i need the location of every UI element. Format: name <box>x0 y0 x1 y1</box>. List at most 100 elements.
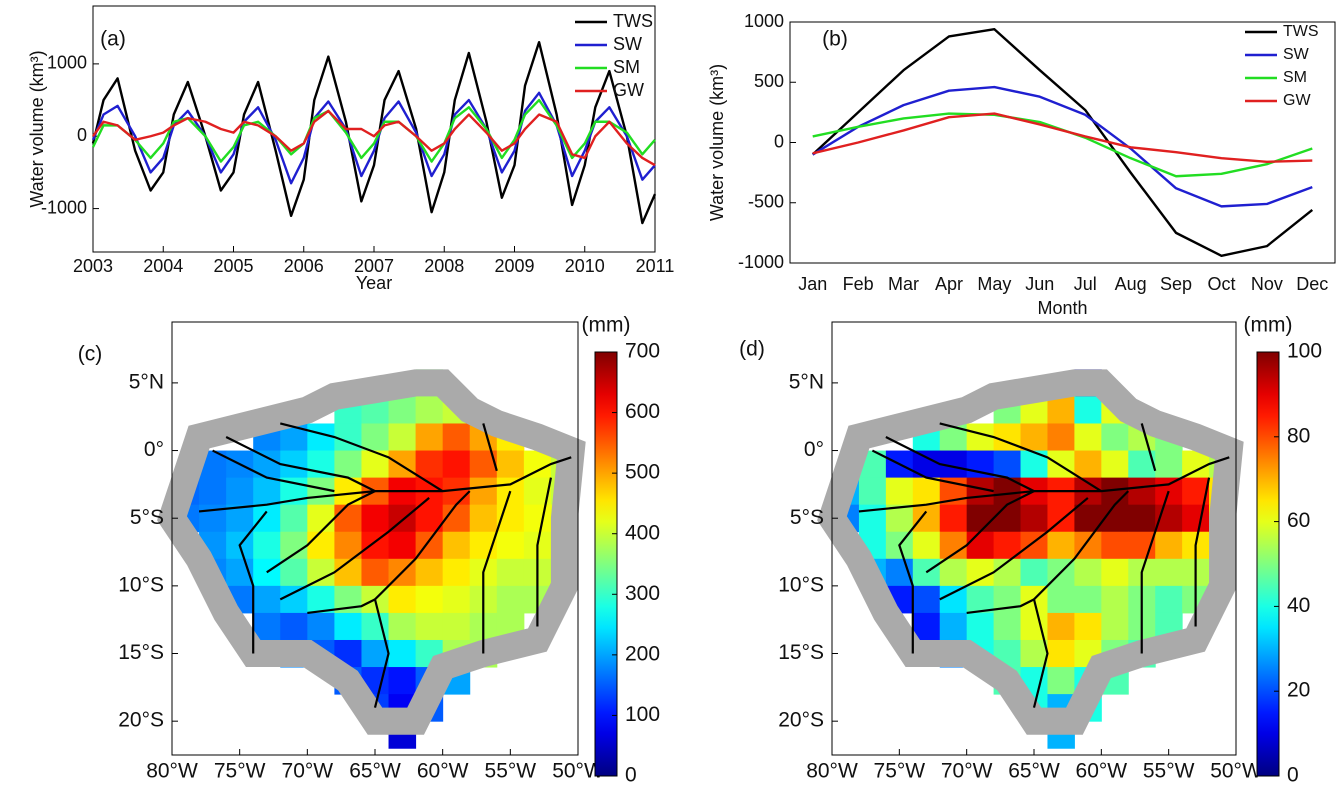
panel-label: (b) <box>822 28 848 51</box>
map-cell <box>307 504 335 533</box>
x-axis-label: Month <box>1037 298 1087 318</box>
map-cell <box>280 612 308 641</box>
x-tick-label: 75°W <box>874 760 926 783</box>
series-line <box>91 91 656 185</box>
x-tick-label: 2006 <box>284 256 324 276</box>
x-tick-label: 80°W <box>146 760 198 783</box>
map-cell <box>1047 396 1075 424</box>
map-cell <box>415 450 444 479</box>
colorbar-tick-label: 600 <box>625 400 660 423</box>
series-line <box>812 112 1313 178</box>
x-tick-label: 2004 <box>143 256 183 276</box>
map-cell <box>361 531 390 560</box>
map-cell <box>361 504 390 533</box>
y-tick-label: -1000 <box>738 252 784 272</box>
map-cell <box>1047 667 1075 695</box>
map-cell <box>966 531 995 560</box>
map-cell <box>469 477 498 506</box>
colorbar-tick-label: 40 <box>1287 594 1310 617</box>
map-cell <box>388 612 417 641</box>
map-cell <box>858 477 887 506</box>
map-cell <box>442 450 471 479</box>
map-cell <box>415 558 444 587</box>
map-cell <box>415 531 444 560</box>
map-cell <box>469 504 498 533</box>
x-tick-label: 50°W <box>1210 760 1262 783</box>
map-cell <box>1182 504 1210 533</box>
legend-label: TWS <box>613 11 653 31</box>
map-cell <box>253 477 281 506</box>
map-cell <box>1020 531 1048 560</box>
y-tick-label: -1000 <box>41 197 87 217</box>
x-tick-label: 65°W <box>1008 760 1060 783</box>
map-cell <box>1128 504 1156 533</box>
x-tick-label: 65°W <box>349 760 401 783</box>
colorbar-tick-label: 300 <box>625 582 660 605</box>
y-tick-label: 5°S <box>130 506 164 529</box>
x-tick-label: 2007 <box>354 256 394 276</box>
colorbar-tick-label: 400 <box>625 521 660 544</box>
map-cell <box>361 423 390 452</box>
map-cell <box>388 396 417 424</box>
map-cell <box>912 585 941 614</box>
x-tick-label: May <box>977 274 1011 294</box>
x-tick-label: Jan <box>798 274 827 294</box>
series-line <box>811 28 1314 257</box>
map-cell <box>966 423 995 452</box>
axes-frame <box>92 5 656 253</box>
map-cell <box>885 477 914 506</box>
y-tick-label: 20°S <box>778 709 824 732</box>
colorbar-tick-label: 0 <box>1287 764 1299 785</box>
map-cell <box>912 612 941 641</box>
colorbar <box>1256 351 1280 777</box>
map-cell <box>993 504 1022 533</box>
map-cell <box>1020 558 1048 587</box>
map-cell <box>1101 504 1129 533</box>
colorbar-tick-label: 500 <box>625 461 660 484</box>
map-cell <box>388 667 417 695</box>
map-cell <box>966 504 995 533</box>
y-tick-label: 0 <box>77 125 87 145</box>
map-cell <box>415 423 444 452</box>
map-cell <box>939 558 968 587</box>
y-tick-label: 0 <box>774 131 784 151</box>
map-cell <box>1128 477 1156 506</box>
panel-label: (a) <box>100 28 126 51</box>
x-tick-label: Feb <box>843 274 874 294</box>
map-cell <box>1074 558 1102 587</box>
map-cell <box>939 585 968 614</box>
map-cell <box>966 558 995 587</box>
x-tick-label: 2010 <box>565 256 605 276</box>
map-cell <box>496 531 525 560</box>
x-tick-label: Oct <box>1207 274 1235 294</box>
map-cell <box>361 639 390 668</box>
map-cell <box>1101 585 1129 614</box>
map-cell <box>307 585 335 614</box>
colorbar-tick-label: 200 <box>625 642 660 665</box>
x-axis-label: Year <box>356 273 392 293</box>
x-tick-label: 55°W <box>485 760 537 783</box>
map-cell <box>415 612 444 641</box>
map-cell <box>496 558 525 587</box>
map-cell <box>1047 531 1075 560</box>
panel-label: (c) <box>78 343 103 366</box>
map-cell <box>388 531 417 560</box>
y-tick-label: 500 <box>754 71 784 91</box>
x-tick-label: 2005 <box>213 256 253 276</box>
map-cell <box>253 531 281 560</box>
y-tick-label: 5°S <box>790 506 824 529</box>
map-cell <box>1074 396 1102 424</box>
map-cell <box>1047 450 1075 479</box>
x-tick-label: 60°W <box>417 760 469 783</box>
map-cell <box>442 585 471 614</box>
y-tick-label: 10°S <box>118 573 164 596</box>
x-tick-label: Mar <box>888 274 919 294</box>
map-cell <box>280 585 308 614</box>
map-cell <box>912 531 941 560</box>
colorbar-label: (mm) <box>582 314 631 337</box>
map-cell <box>1020 423 1048 452</box>
map-cell <box>1047 612 1075 641</box>
legend-label: SM <box>613 57 640 77</box>
map-cell <box>388 585 417 614</box>
